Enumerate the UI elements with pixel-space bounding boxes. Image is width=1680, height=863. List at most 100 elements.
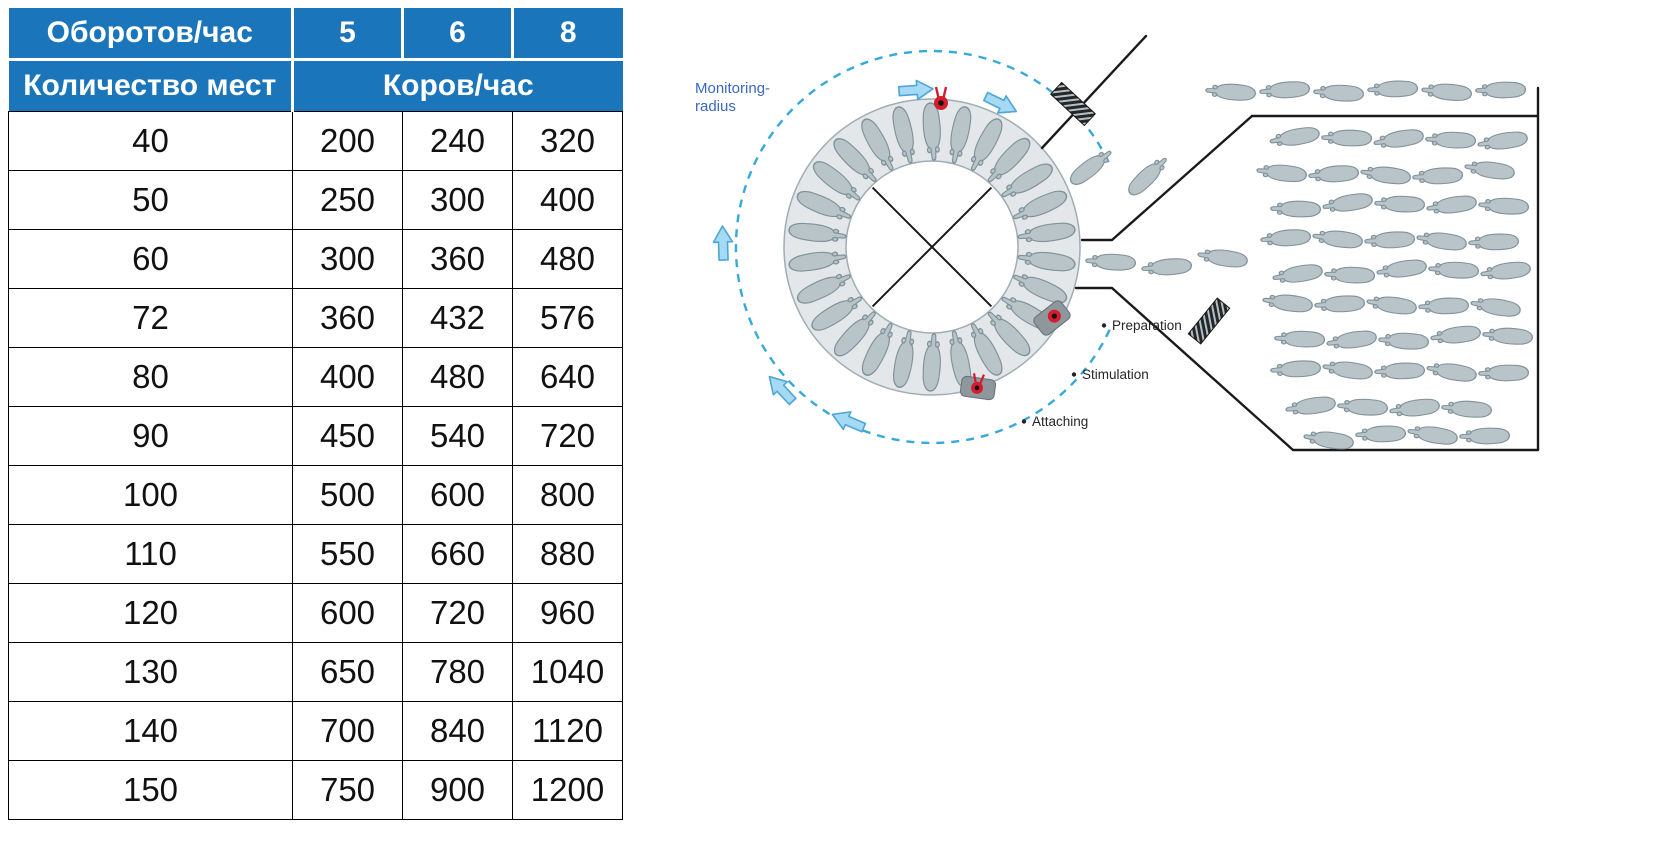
cow-icon: [1406, 422, 1459, 448]
cows-cell: 1200: [512, 760, 623, 820]
capacity-row: 110 550 660 880: [8, 524, 623, 584]
cow-icon: [1204, 81, 1257, 103]
cows-cell: 432: [402, 288, 513, 348]
cow-icon: [1463, 157, 1516, 182]
cow-icon: [1325, 328, 1378, 353]
cow-icon: [1425, 193, 1478, 218]
capacity-row: 140 700 840 1120: [8, 701, 623, 761]
cow-icon: [1459, 427, 1511, 445]
rotations-per-hour-header: Оборотов/час: [8, 8, 294, 61]
capacity-row: 100 500 600 800: [8, 465, 623, 525]
capacity-row: 40 200 240 320: [8, 111, 623, 171]
cow-icon: [1427, 260, 1480, 280]
cow-icon: [1255, 161, 1308, 184]
cow-icon: [1284, 394, 1337, 419]
holding-pen-cows: [1066, 79, 1534, 452]
funnel-upper-wall: [1080, 114, 1254, 242]
cows-cell: 600: [402, 465, 513, 525]
capacity-table-body: 40 200 240 320 50 250 300 400 60 300 360 480 72 360 43…: [8, 111, 623, 820]
rotation-arrow-icon: [897, 78, 935, 102]
cow-icon: [1124, 152, 1172, 200]
cow-icon: [1259, 227, 1312, 249]
places-cell: 40: [8, 111, 293, 171]
cow-icon: [1269, 359, 1322, 379]
cows-per-hour-header: Коров/час: [292, 59, 623, 112]
cow-icon: [1261, 291, 1314, 315]
capacity-table: Оборотов/час 5 6 8 Количество мест Коров…: [8, 8, 623, 820]
gate-icon: [1187, 297, 1231, 345]
bullet-icon: [1101, 323, 1107, 328]
rotation-value-6: 6: [402, 8, 514, 61]
cow-icon: [1424, 130, 1477, 150]
cow-icon: [1273, 329, 1326, 349]
cow-icon: [1321, 129, 1373, 147]
cows-cell: 320: [512, 111, 623, 171]
cow-icon: [1425, 359, 1478, 385]
step-label-preparation: Preparation: [1112, 318, 1182, 333]
cow-icon: [1366, 79, 1419, 99]
capacity-row: 80 400 480 640: [8, 347, 623, 407]
cow-icon: [1336, 397, 1389, 417]
cows-cell: 900: [402, 760, 513, 820]
funnel-lower-wall: [1074, 286, 1540, 452]
cow-icon: [1467, 232, 1520, 252]
places-cell: 100: [8, 465, 293, 525]
cow-icon: [1411, 166, 1464, 186]
capacity-row: 120 600 720 960: [8, 583, 623, 643]
cows-cell: 360: [402, 229, 513, 289]
center-cross: [871, 186, 993, 308]
gates: [1050, 81, 1231, 345]
milking-unit-icon: [959, 373, 997, 401]
capacity-row: 90 450 540 720: [8, 406, 623, 466]
cows-cell: 300: [402, 170, 513, 230]
rotation-arrow-icon: [712, 224, 734, 262]
header-row-units: Количество мест Коров/час: [8, 59, 623, 112]
capacity-row: 60 300 360 480: [8, 229, 623, 289]
cows-cell: 300: [292, 229, 403, 289]
cows-cell: 200: [292, 111, 403, 171]
cows-cell: 880: [512, 524, 623, 584]
cow-icon: [1271, 261, 1324, 287]
cow-icon: [1478, 364, 1530, 382]
places-cell: 50: [8, 170, 293, 230]
monitoring-radius-circle: [734, 49, 1111, 445]
cow-icon: [1481, 325, 1534, 347]
cow-icon: [1420, 81, 1473, 103]
capacity-row: 130 650 780 1040: [8, 642, 623, 702]
cows-cell: 660: [402, 524, 513, 584]
cow-icon: [1307, 163, 1360, 185]
monitoring-radius-label-line1: Monitoring-: [695, 80, 770, 97]
cow-icon: [1323, 265, 1376, 285]
cows-cell: 500: [292, 465, 403, 525]
cow-icon: [1302, 427, 1355, 452]
cow-icon: [1440, 398, 1493, 420]
cow-icon: [1373, 194, 1426, 214]
cow-icon: [1196, 245, 1249, 270]
cows-cell: 640: [512, 347, 623, 407]
cow-icon: [1258, 79, 1311, 101]
cow-icon: [1375, 257, 1428, 282]
places-cell: 90: [8, 406, 293, 466]
rotation-arrow-icon: [761, 369, 801, 409]
cows-cell: 1040: [512, 642, 623, 702]
milking-unit-icon: [934, 86, 948, 110]
cows-cell: 450: [292, 406, 403, 466]
cow-icon: [1417, 296, 1470, 316]
cow-icon: [1365, 292, 1418, 317]
cows-cell: 700: [292, 701, 403, 761]
milking-unit-icon: [1033, 300, 1071, 336]
cow-icon: [1311, 227, 1364, 251]
cow-icon: [1475, 81, 1527, 99]
step-label-attaching: Attaching: [1032, 414, 1088, 429]
capacity-row: 150 750 900 1200: [8, 760, 623, 820]
cow-icon: [1372, 126, 1425, 152]
cows-cell: 240: [402, 111, 513, 171]
exit-lane-wall: [1040, 34, 1148, 150]
cow-icon: [1429, 323, 1482, 347]
header-row-rotations: Оборотов/час 5 6 8: [8, 8, 623, 61]
gate-icon: [1050, 81, 1096, 127]
cow-icon: [1270, 200, 1322, 218]
rotation-value-8: 8: [512, 8, 623, 61]
